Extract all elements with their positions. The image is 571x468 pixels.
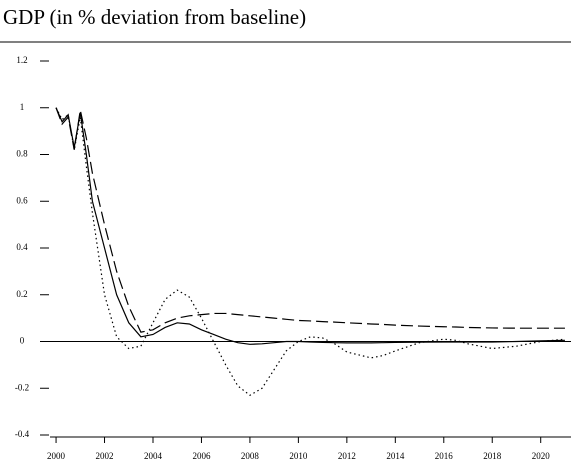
x-tick-label: 2008	[241, 451, 260, 461]
y-tick-label: -0.2	[15, 382, 29, 392]
x-tick-label: 2014	[386, 451, 405, 461]
y-tick-label: 0.4	[16, 242, 28, 252]
series-line	[55, 107, 565, 396]
x-tick-label: 2006	[192, 451, 211, 461]
series-line	[55, 107, 565, 333]
y-tick-label: 1	[20, 102, 25, 112]
chart-title: GDP (in % deviation from baseline)	[3, 5, 306, 29]
y-tick-label: 0.8	[16, 149, 28, 159]
x-tick-label: 2004	[144, 451, 163, 461]
x-tick-label: 2020	[532, 451, 551, 461]
x-tick-label: 2010	[289, 451, 308, 461]
y-tick-label: 0.6	[16, 195, 28, 205]
y-tick-label: 1.2	[16, 55, 27, 65]
series-line	[55, 107, 565, 345]
y-tick-label: -0.4	[15, 429, 30, 439]
x-tick-label: 2000	[47, 451, 66, 461]
x-tick-label: 2016	[435, 451, 454, 461]
y-tick-label: 0	[20, 336, 25, 346]
x-tick-label: 2002	[96, 451, 114, 461]
x-tick-label: 2012	[338, 451, 356, 461]
y-tick-label: 0.2	[16, 289, 27, 299]
x-tick-label: 2018	[483, 451, 502, 461]
